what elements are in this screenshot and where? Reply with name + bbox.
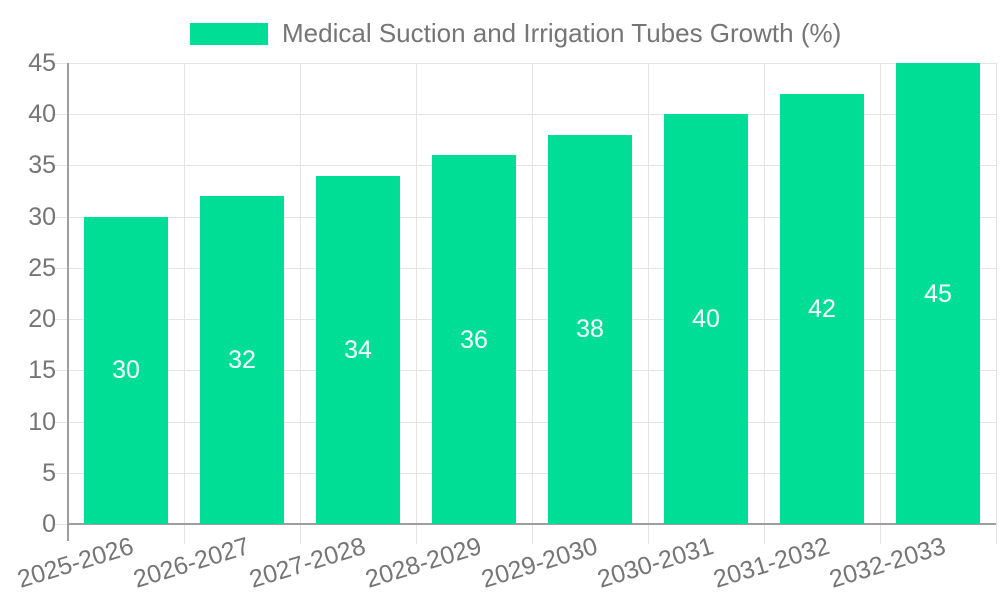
y-gridline <box>52 165 996 167</box>
y-axis-tick-label: 30 <box>28 202 56 231</box>
y-gridline <box>52 421 996 423</box>
y-axis-tick-label: 15 <box>28 356 56 385</box>
x-axis-tick-label: 2032-2033 <box>826 532 950 594</box>
y-gridline <box>52 319 996 321</box>
bar[interactable]: 30 <box>84 216 168 524</box>
bar-value-label: 42 <box>808 294 836 323</box>
y-axis-tick-label: 10 <box>28 407 56 436</box>
bar[interactable]: 40 <box>664 114 748 524</box>
y-axis-line <box>67 63 69 541</box>
y-gridline <box>52 63 996 64</box>
x-gridline <box>996 63 997 544</box>
x-gridline <box>880 63 881 544</box>
bar[interactable]: 42 <box>780 93 864 524</box>
x-gridline <box>648 63 649 544</box>
bar[interactable]: 45 <box>896 63 980 524</box>
y-gridline <box>52 216 996 218</box>
bar-value-label: 38 <box>576 315 604 344</box>
x-axis-tick-label: 2025-2026 <box>14 532 138 594</box>
x-gridline <box>532 63 533 544</box>
bar-value-label: 36 <box>460 325 488 354</box>
legend-label: Medical Suction and Irrigation Tubes Gro… <box>282 18 842 48</box>
x-axis-line <box>68 523 996 525</box>
x-axis-tick-label: 2031-2032 <box>710 532 834 594</box>
x-axis-tick-label: 2027-2028 <box>246 532 370 594</box>
y-gridline <box>52 114 996 116</box>
y-axis-tick-label: 25 <box>28 253 56 282</box>
bar-value-label: 45 <box>924 279 952 308</box>
x-axis-tick-label: 2030-2031 <box>594 532 718 594</box>
x-gridline <box>764 63 765 544</box>
y-gridline <box>52 472 996 474</box>
y-axis-tick-label: 20 <box>28 305 56 334</box>
x-gridline <box>416 63 417 544</box>
y-gridline <box>52 370 996 372</box>
x-gridline <box>300 63 301 544</box>
bar[interactable]: 34 <box>316 175 400 524</box>
bar-value-label: 34 <box>344 335 372 364</box>
x-gridline <box>184 63 185 544</box>
y-tick-mark <box>52 524 68 525</box>
y-axis-tick-label: 5 <box>42 458 56 487</box>
legend-color-swatch <box>190 22 268 45</box>
bar[interactable]: 36 <box>432 155 516 524</box>
bar-value-label: 40 <box>692 305 720 334</box>
bar-value-label: 30 <box>112 356 140 385</box>
y-axis-tick-label: 35 <box>28 151 56 180</box>
y-gridline <box>52 267 996 269</box>
y-axis-tick-label: 0 <box>42 510 56 538</box>
bar[interactable]: 38 <box>548 134 632 524</box>
bar[interactable]: 32 <box>200 196 284 524</box>
y-axis-tick-label: 45 <box>28 49 56 77</box>
y-axis-tick-label: 40 <box>28 100 56 129</box>
bar-value-label: 32 <box>228 346 256 375</box>
x-axis-tick-label: 2029-2030 <box>478 532 602 594</box>
x-axis-tick-label: 2026-2027 <box>130 532 254 594</box>
legend-item[interactable]: Medical Suction and Irrigation Tubes Gro… <box>190 18 841 49</box>
x-axis-tick-label: 2028-2029 <box>362 532 486 594</box>
